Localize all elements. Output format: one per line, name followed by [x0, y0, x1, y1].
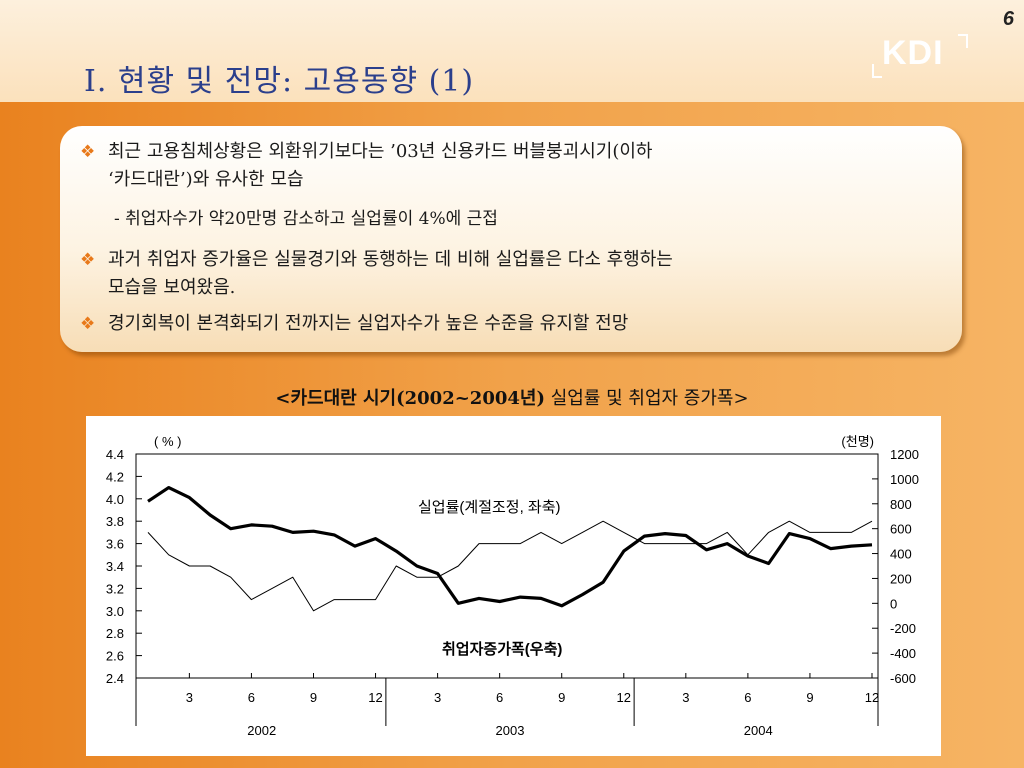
- left-axis-tick-label: 2.4: [106, 671, 124, 686]
- right-axis-tick-label: -400: [890, 646, 916, 661]
- left-axis-tick-label: 4.2: [106, 469, 124, 484]
- bullet-item: ❖ 최근 고용침체상황은 외환위기보다는 ’03년 신용카드 버블붕괴시기(이하…: [80, 138, 653, 194]
- x-axis-tick-label: 3: [186, 690, 193, 705]
- x-axis-tick-label: 12: [617, 690, 631, 705]
- left-axis-tick-label: 3.0: [106, 604, 124, 619]
- bullet-box: ❖ 최근 고용침체상황은 외환위기보다는 ’03년 신용카드 버블붕괴시기(이하…: [60, 126, 962, 352]
- left-axis-tick-label: 2.6: [106, 649, 124, 664]
- x-axis-tick-label: 3: [682, 690, 689, 705]
- x-axis-tick-label: 12: [368, 690, 382, 705]
- x-axis-tick-label: 6: [496, 690, 503, 705]
- left-axis-tick-label: 3.2: [106, 581, 124, 596]
- logo-bracket-bottom: [872, 64, 882, 78]
- left-axis-tick-label: 3.4: [106, 559, 124, 574]
- right-axis-tick-label: 200: [890, 571, 912, 586]
- right-axis-tick-label: -200: [890, 621, 916, 636]
- chart-panel: 4.4 4.2 4.0 3.8 3.6 3.4 3.2 3.0 2.8 2.6 2.4 ( % ) 12…: [86, 416, 941, 756]
- chart-caption-bold: <카드대란 시기(2002~2004년): [275, 388, 545, 409]
- logo-text: KDI: [882, 34, 944, 72]
- left-axis-tick-label: 4.0: [106, 492, 124, 507]
- kdi-logo: KDI: [872, 34, 968, 78]
- chart-caption-rest: 실업률 및 취업자 증가폭>: [545, 388, 749, 409]
- right-axis-tick-label: 600: [890, 522, 912, 537]
- right-axis-tick-label: 1200: [890, 447, 919, 462]
- series-label-employment: 취업자증가폭(우축): [442, 641, 562, 658]
- x-axis-year-label: 2002: [247, 723, 276, 738]
- bullet-line: ‘카드대란’)와 유사한 모습: [108, 169, 304, 190]
- left-axis-tick-label: 3.8: [106, 514, 124, 529]
- employment-change-line: [147, 485, 873, 608]
- left-axis-tick-label: 3.6: [106, 537, 124, 552]
- bullet-line: 최근 고용침체상황은 외환위기보다는 ’03년 신용카드 버블붕괴시기(이하: [108, 141, 653, 162]
- x-axis-year-label: 2003: [496, 723, 525, 738]
- sub-bullet: - 취업자수가 약20만명 감소하고 실업률이 4%에 근접: [114, 209, 498, 229]
- bullet-line: 모습을 보여왔음.: [108, 277, 236, 298]
- bullet-item: ❖ 경기회복이 본격화되기 전까지는 실업자수가 높은 수준을 유지할 전망: [80, 310, 629, 338]
- right-axis-tick-label: -600: [890, 671, 916, 686]
- right-axis-tick-label: 400: [890, 547, 912, 562]
- left-axis-unit: ( % ): [154, 434, 181, 449]
- x-axis-tick-label: 3: [434, 690, 441, 705]
- page-number: 6: [1002, 8, 1014, 30]
- x-axis-tick-label: 6: [248, 690, 255, 705]
- bullet-line: 경기회복이 본격화되기 전까지는 실업자수가 높은 수준을 유지할 전망: [108, 313, 629, 334]
- right-axis-tick-label: 1000: [890, 472, 919, 487]
- unemployment-rate-line: [147, 520, 873, 612]
- x-axis-tick-label: 9: [558, 690, 565, 705]
- x-axis-year-label: 2004: [744, 723, 773, 738]
- x-axis-tick-label: 6: [744, 690, 751, 705]
- diamond-bullet-icon: ❖: [80, 250, 96, 270]
- x-axis-tick-label: 12: [865, 690, 879, 705]
- series-label-unemployment: 실업률(계절조정, 좌축): [418, 499, 561, 516]
- chart-caption: <카드대란 시기(2002~2004년) 실업률 및 취업자 증가폭>: [0, 384, 1024, 410]
- slide-title: I. 현황 및 전망: 고용동향 (1): [84, 64, 475, 99]
- bullet-line: 과거 취업자 증가율은 실물경기와 동행하는 데 비해 실업률은 다소 후행하는: [108, 249, 673, 270]
- slide-header: 6 I. 현황 및 전망: 고용동향 (1) KDI: [0, 0, 1024, 102]
- x-axis-tick-label: 9: [806, 690, 813, 705]
- right-axis-tick-label: 0: [890, 596, 897, 611]
- x-axis-tick-label: 9: [310, 690, 317, 705]
- right-axis-tick-label: 800: [890, 497, 912, 512]
- diamond-bullet-icon: ❖: [80, 314, 96, 334]
- left-axis-tick-label: 2.8: [106, 626, 124, 641]
- right-axis-unit: (천명): [841, 434, 874, 449]
- bullet-item: ❖ 과거 취업자 증가율은 실물경기와 동행하는 데 비해 실업률은 다소 후행…: [80, 246, 673, 302]
- left-axis-tick-label: 4.4: [106, 447, 124, 462]
- diamond-bullet-icon: ❖: [80, 142, 96, 162]
- logo-bracket-top: [958, 34, 968, 48]
- line-chart: 4.4 4.2 4.0 3.8 3.6 3.4 3.2 3.0 2.8 2.6 2.4 ( % ) 12…: [106, 434, 919, 738]
